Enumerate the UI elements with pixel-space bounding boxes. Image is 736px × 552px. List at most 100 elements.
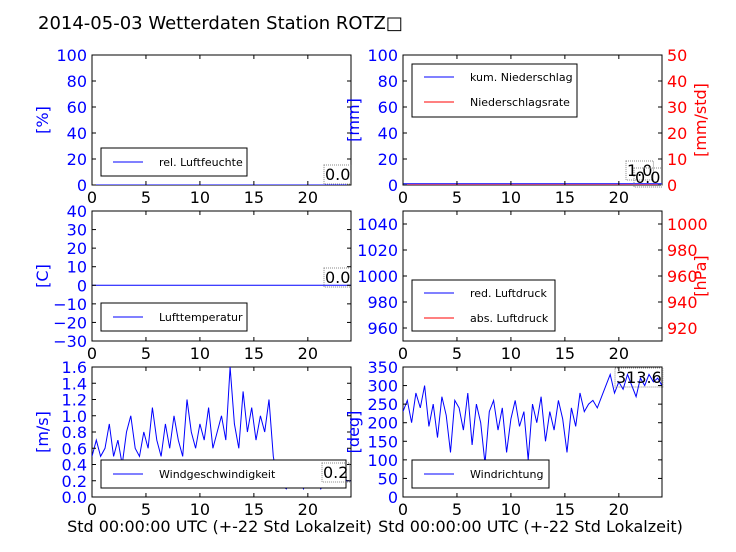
xtick-label-winddirection-3: 15 xyxy=(555,500,575,519)
ytick-label-temperature-3: 0 xyxy=(77,276,87,295)
ytick-label-pressure-3: 1020 xyxy=(357,241,398,260)
xtick-label-pressure-1: 5 xyxy=(452,344,462,363)
ytick-label-winddirection-5: 250 xyxy=(367,395,398,414)
ytick-label-humidity-3: 60 xyxy=(67,98,87,117)
value-annotation-windspeed-0: 0.2 xyxy=(323,463,348,482)
ytick-label-r-precipitation-3: 30 xyxy=(667,98,687,117)
value-annotation-box-precipitation-0 xyxy=(625,160,654,181)
legend-label-windspeed-0: Windgeschwindigkeit xyxy=(159,468,276,481)
value-annotation-box-precipitation-1 xyxy=(633,167,662,188)
legend-label-pressure-0: red. Luftdruck xyxy=(470,287,547,300)
xtick-label-winddirection-1: 5 xyxy=(452,500,462,519)
ytick-label-precipitation-3: 60 xyxy=(378,98,398,117)
ytick-label-temperature-5: 20 xyxy=(67,239,87,258)
value-annotation-humidity-0: 0.0 xyxy=(325,165,350,184)
ytick-label-winddirection-6: 300 xyxy=(367,377,398,396)
ytick-label-winddirection-1: 50 xyxy=(378,469,398,488)
ytick-label-pressure-0: 960 xyxy=(367,319,398,338)
xtick-label-pressure-0: 0 xyxy=(398,344,408,363)
ytick-label-windspeed-2: 0.4 xyxy=(62,456,87,475)
ytick-label-temperature-2: −10 xyxy=(53,295,87,314)
xtick-label-windspeed-3: 15 xyxy=(244,500,264,519)
xtick-label-temperature-4: 20 xyxy=(298,344,318,363)
ytick-label-winddirection-3: 150 xyxy=(367,432,398,451)
subplot-temperature: 0 5 10 15 20−30−20−10010203040[C]Lufttempera… xyxy=(33,202,352,363)
ylabel-precipitation: [mm] xyxy=(344,98,363,142)
ytick-label-precipitation-5: 100 xyxy=(367,46,398,65)
xtick-label-humidity-2: 10 xyxy=(190,188,210,207)
xtick-label-windspeed-0: 0 xyxy=(87,500,97,519)
subplot-pressure: 0 5 10 15 20 960 980 1000 1020 1040 920 940 960 980 10… xyxy=(357,210,710,363)
ytick-label-temperature-4: 10 xyxy=(67,258,87,277)
ylabel-right-pressure: [hPa] xyxy=(691,255,710,296)
xtick-label-temperature-1: 5 xyxy=(141,344,151,363)
ytick-label-pressure-1: 980 xyxy=(367,293,398,312)
ylabel-humidity: [%] xyxy=(33,106,52,134)
xtick-label-temperature-0: 0 xyxy=(87,344,97,363)
ylabel-temperature: [C] xyxy=(33,264,52,288)
xtick-label-pressure-3: 15 xyxy=(555,344,575,363)
xtick-label-humidity-0: 0 xyxy=(87,188,97,207)
xtick-label-windspeed-2: 10 xyxy=(190,500,210,519)
ytick-label-r-pressure-2: 960 xyxy=(667,267,698,286)
value-annotation-winddirection-0: 313.6 xyxy=(616,368,662,387)
ytick-label-humidity-1: 20 xyxy=(67,150,87,169)
value-annotation-box-humidity-0 xyxy=(323,164,352,185)
ytick-label-precipitation-4: 80 xyxy=(378,72,398,91)
ytick-label-precipitation-2: 40 xyxy=(378,124,398,143)
xtick-label-humidity-3: 15 xyxy=(244,188,264,207)
figure-title: 2014-05-03 Wetterdaten Station ROTZ□ xyxy=(38,13,403,34)
ytick-label-winddirection-7: 350 xyxy=(367,358,398,377)
ytick-label-precipitation-0: 0 xyxy=(388,176,398,195)
subplot-windspeed: 0 5 10 15 200.00.20.40.60.81.01.21.41.6[m/s]… xyxy=(33,358,372,536)
legend-label-precipitation-0: kum. Niederschlag xyxy=(470,71,573,84)
ytick-label-pressure-2: 1000 xyxy=(357,267,398,286)
xtick-label-humidity-1: 5 xyxy=(141,188,151,207)
legend-label-temperature-0: Lufttemperatur xyxy=(159,311,243,324)
ylabel-winddirection: [deg] xyxy=(344,411,363,454)
ytick-label-pressure-4: 1040 xyxy=(357,215,398,234)
legend-label-winddirection-0: Windrichtung xyxy=(470,468,543,481)
xtick-label-temperature-2: 10 xyxy=(190,344,210,363)
value-annotation-precipitation-1: 0.0 xyxy=(635,168,660,187)
ytick-label-r-precipitation-1: 10 xyxy=(667,150,687,169)
ytick-label-windspeed-6: 1.2 xyxy=(62,391,87,410)
ytick-label-windspeed-1: 0.2 xyxy=(62,472,87,491)
ytick-label-humidity-2: 40 xyxy=(67,124,87,143)
series-line-winddirection-0 xyxy=(403,372,662,464)
ytick-label-r-precipitation-0: 0 xyxy=(667,176,677,195)
ytick-label-r-pressure-3: 980 xyxy=(667,241,698,260)
xtick-label-precipitation-1: 5 xyxy=(452,188,462,207)
value-annotation-temperature-0: 0.0 xyxy=(325,268,350,287)
xtick-label-precipitation-4: 20 xyxy=(609,188,629,207)
ytick-label-windspeed-3: 0.6 xyxy=(62,439,87,458)
ytick-label-windspeed-5: 1.0 xyxy=(62,407,87,426)
ytick-label-r-precipitation-2: 20 xyxy=(667,124,687,143)
ytick-label-humidity-0: 0 xyxy=(77,176,87,195)
ytick-label-windspeed-8: 1.6 xyxy=(62,358,87,377)
ytick-label-r-precipitation-4: 40 xyxy=(667,72,687,91)
xtick-label-precipitation-2: 10 xyxy=(501,188,521,207)
xlabel-windspeed: Std 00:00:00 UTC (+-22 Std Lokalzeit) xyxy=(67,517,372,536)
xtick-label-winddirection-2: 10 xyxy=(501,500,521,519)
value-annotation-box-winddirection-0 xyxy=(614,367,664,388)
ytick-label-winddirection-2: 100 xyxy=(367,451,398,470)
xtick-label-precipitation-3: 15 xyxy=(555,188,575,207)
xtick-label-winddirection-4: 20 xyxy=(609,500,629,519)
ylabel-windspeed: [m/s] xyxy=(33,411,52,453)
ytick-label-windspeed-0: 0.0 xyxy=(62,488,87,507)
ytick-label-winddirection-0: 0 xyxy=(388,488,398,507)
value-annotation-box-windspeed-0 xyxy=(321,462,350,483)
xtick-label-pressure-2: 10 xyxy=(501,344,521,363)
ytick-label-windspeed-7: 1.4 xyxy=(62,374,87,393)
legend-box-pressure xyxy=(411,279,556,332)
ytick-label-humidity-4: 80 xyxy=(67,72,87,91)
xtick-label-winddirection-0: 0 xyxy=(398,500,408,519)
value-annotation-box-temperature-0 xyxy=(323,267,352,288)
xtick-label-temperature-3: 15 xyxy=(244,344,264,363)
xtick-label-windspeed-1: 5 xyxy=(141,500,151,519)
